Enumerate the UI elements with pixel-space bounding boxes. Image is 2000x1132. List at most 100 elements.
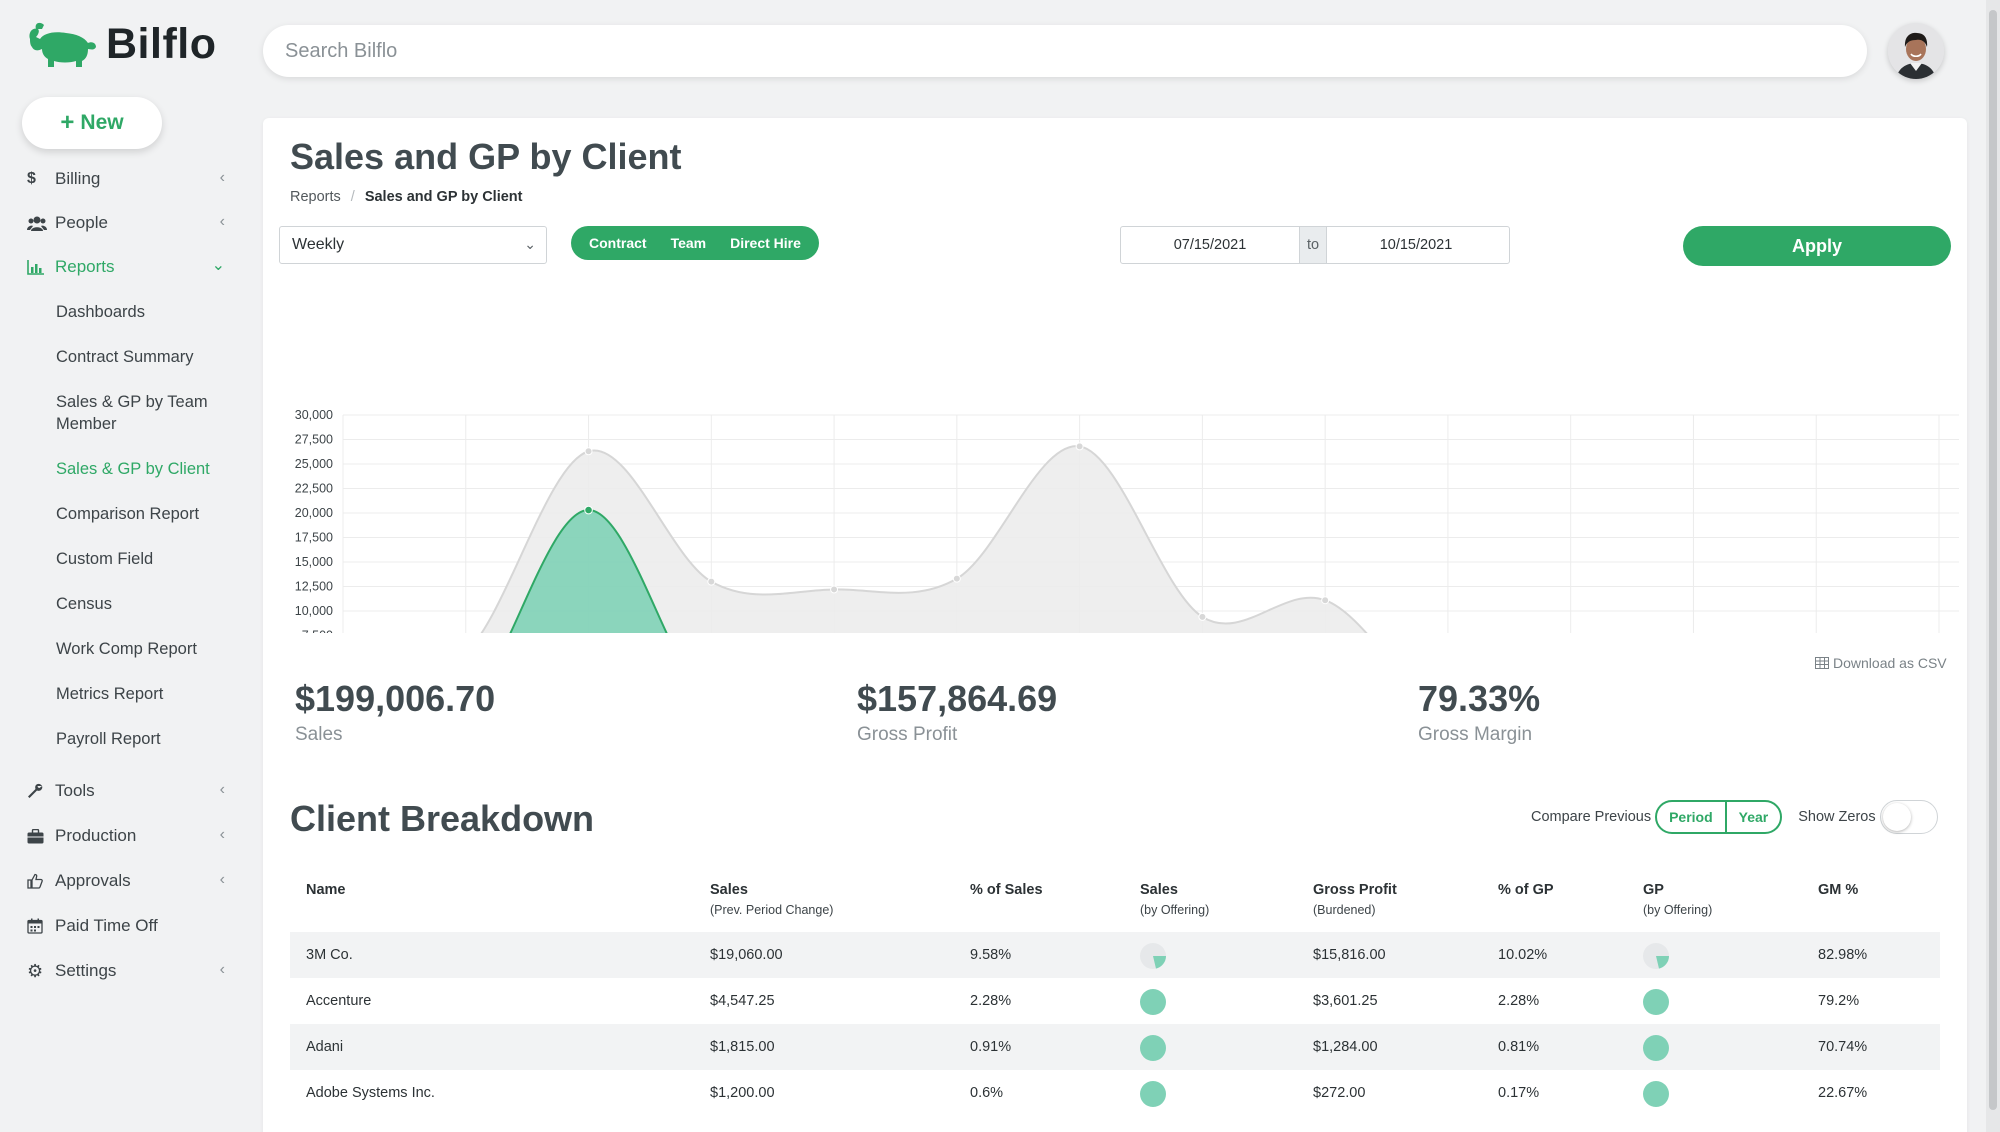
sidebar-subitem-work-comp-report[interactable]: Work Comp Report	[56, 640, 197, 658]
sidebar-item-production[interactable]: Production ‹	[27, 821, 227, 851]
sales-point[interactable]	[1321, 596, 1330, 605]
table-row[interactable]: Accenture $4,547.25 2.28% $3,601.25 2.28% 79.…	[290, 978, 1940, 1024]
chevron-down-icon: ⌄	[524, 236, 536, 252]
chevron-down-icon: ⌄	[211, 257, 225, 274]
pill-team[interactable]: Team	[670, 235, 707, 251]
sales-point[interactable]	[584, 447, 593, 456]
sales-point[interactable]	[952, 574, 961, 583]
download-csv-link[interactable]: Download as CSV	[1815, 655, 1947, 671]
kpi-sales-value: $199,006.70	[295, 678, 496, 719]
show-zeros-toggle[interactable]	[1879, 800, 1938, 834]
cell-pct-sales: 0.6%	[970, 1085, 1004, 1101]
date-from-input[interactable]: 07/15/2021	[1173, 237, 1247, 253]
sidebar-item-paid-time-off[interactable]: Paid Time Off	[27, 911, 227, 941]
y-tick-label: 27,500	[295, 433, 333, 447]
breadcrumb-reports[interactable]: Reports	[290, 189, 341, 205]
col-header-sales-offering[interactable]: Sales (by Offering)	[1140, 882, 1210, 917]
kpi-gross-profit-label: Gross Profit	[857, 724, 958, 745]
scrollbar-thumb[interactable]	[1989, 10, 1997, 1110]
client-breakdown-title: Client Breakdown	[290, 798, 595, 839]
gross-profit-point[interactable]	[584, 505, 593, 515]
y-tick-label: 15,000	[295, 555, 333, 569]
sidebar-item-reports[interactable]: Reports ⌄	[27, 252, 227, 282]
gear-icon: ⚙	[27, 960, 44, 981]
cell-sales: $4,547.25	[710, 993, 775, 1009]
cell-pct-gp: 0.81%	[1498, 1039, 1540, 1055]
sidebar-item-people[interactable]: People ‹	[27, 208, 227, 238]
table-row[interactable]: Adobe Systems Inc. $1,200.00 0.6% $272.00 0.…	[290, 1070, 1940, 1116]
page-title: Sales and GP by Client	[290, 136, 682, 177]
compare-previous-label: Compare Previous	[1531, 809, 1652, 825]
sales-offering-pie[interactable]	[1140, 1081, 1166, 1107]
sidebar-item-label: Production	[55, 826, 137, 845]
bar-chart-icon	[27, 259, 49, 275]
col-header-gross-profit[interactable]: Gross Profit (Burdened)	[1313, 882, 1397, 917]
sidebar-subitem-census[interactable]: Census	[56, 595, 112, 613]
gross-profit-area	[510, 510, 667, 633]
avatar[interactable]	[1888, 23, 1944, 79]
pill-direct-hire[interactable]: Direct Hire	[730, 235, 801, 251]
sales-point[interactable]	[1075, 442, 1084, 451]
sidebar-item-label: Tools	[55, 781, 95, 800]
sales-point[interactable]	[830, 585, 839, 594]
period-select[interactable]: Weekly ⌄	[279, 226, 547, 264]
chevron-left-icon: ‹	[219, 871, 225, 888]
sidebar-item-approvals[interactable]: Approvals ‹	[27, 866, 227, 896]
cell-sales: $1,815.00	[710, 1039, 775, 1055]
compare-period-button[interactable]: Period	[1669, 809, 1713, 825]
app-logo[interactable]: Bilflo	[26, 18, 216, 70]
cell-pct-sales: 9.58%	[970, 947, 1012, 963]
gp-offering-pie[interactable]	[1643, 1035, 1669, 1061]
date-to-input[interactable]: 10/15/2021	[1379, 237, 1453, 253]
col-header-gm-pct[interactable]: GM %	[1818, 882, 1859, 898]
cell-gross-profit: $272.00	[1313, 1085, 1366, 1101]
apply-button[interactable]: Apply	[1683, 226, 1951, 266]
sales-offering-pie[interactable]	[1140, 943, 1166, 969]
sales-offering-pie[interactable]	[1140, 1035, 1166, 1061]
pill-contract[interactable]: Contract	[589, 235, 647, 251]
breadcrumb-current: Sales and GP by Client	[364, 189, 523, 205]
col-header-pct-sales[interactable]: % of Sales	[970, 882, 1043, 898]
sidebar-item-label: Settings	[55, 961, 117, 980]
sidebar-subitem-metrics-report[interactable]: Metrics Report	[56, 685, 164, 703]
users-icon	[27, 215, 49, 231]
y-tick-label: 7,500	[302, 629, 333, 634]
table-row[interactable]: 3M Co. $19,060.00 9.58% $15,816.00 10.02% 82.…	[290, 932, 1940, 978]
chevron-left-icon: ‹	[219, 826, 225, 843]
col-header-gp-offering[interactable]: GP (by Offering)	[1643, 882, 1713, 917]
gp-offering-pie[interactable]	[1643, 1081, 1669, 1107]
sidebar-item-billing[interactable]: $ Billing ‹	[27, 164, 227, 194]
cell-name: 3M Co.	[306, 947, 353, 963]
cell-gross-profit: $3,601.25	[1313, 993, 1378, 1009]
date-range-to-label: to	[1299, 227, 1327, 263]
y-tick-label: 30,000	[295, 408, 333, 422]
sales-point[interactable]	[1198, 612, 1207, 621]
kpi-gross-profit-value: $157,864.69	[857, 678, 1058, 719]
sidebar-subitem-dashboards[interactable]: Dashboards	[56, 303, 145, 321]
y-tick-label: 10,000	[295, 604, 333, 618]
report-card: Sales and GP by Client Reports / Sales a…	[263, 118, 1967, 1132]
col-header-sales[interactable]: Sales (Prev. Period Change)	[710, 882, 834, 917]
compare-year-button[interactable]: Year	[1724, 802, 1781, 832]
sidebar-subitem-custom-field[interactable]: Custom Field	[56, 550, 154, 568]
period-select-value: Weekly	[292, 236, 345, 253]
sales-point[interactable]	[707, 577, 716, 586]
new-button[interactable]: + New	[22, 97, 162, 149]
table-row[interactable]: Adani $1,815.00 0.91% $1,284.00 0.81% 70.74%	[290, 1024, 1940, 1070]
kpi-gross-margin: 79.33% Gross Margin	[1418, 678, 1540, 746]
sidebar-item-settings[interactable]: ⚙ Settings ‹	[27, 956, 227, 986]
col-header-pct-gp[interactable]: % of GP	[1498, 882, 1554, 898]
gp-offering-pie[interactable]	[1643, 989, 1669, 1015]
sidebar-subitem-comparison-report[interactable]: Comparison Report	[56, 505, 200, 523]
y-tick-label: 20,000	[295, 506, 333, 520]
sidebar-subitem-sales-gp-team-member[interactable]: Sales & GP by Team Member	[56, 393, 208, 433]
compare-controls: Compare Previous Period Year Show Zeros	[1531, 800, 1938, 834]
search-input[interactable]	[263, 25, 1867, 77]
sidebar-subitem-contract-summary[interactable]: Contract Summary	[56, 348, 194, 366]
sidebar-subitem-sales-gp-client[interactable]: Sales & GP by Client	[56, 460, 210, 478]
sidebar-item-tools[interactable]: Tools ‹	[27, 776, 227, 806]
col-header-name[interactable]: Name	[306, 882, 346, 898]
sidebar-subitem-payroll-report[interactable]: Payroll Report	[56, 730, 161, 748]
sales-offering-pie[interactable]	[1140, 989, 1166, 1015]
gp-offering-pie[interactable]	[1643, 943, 1669, 969]
